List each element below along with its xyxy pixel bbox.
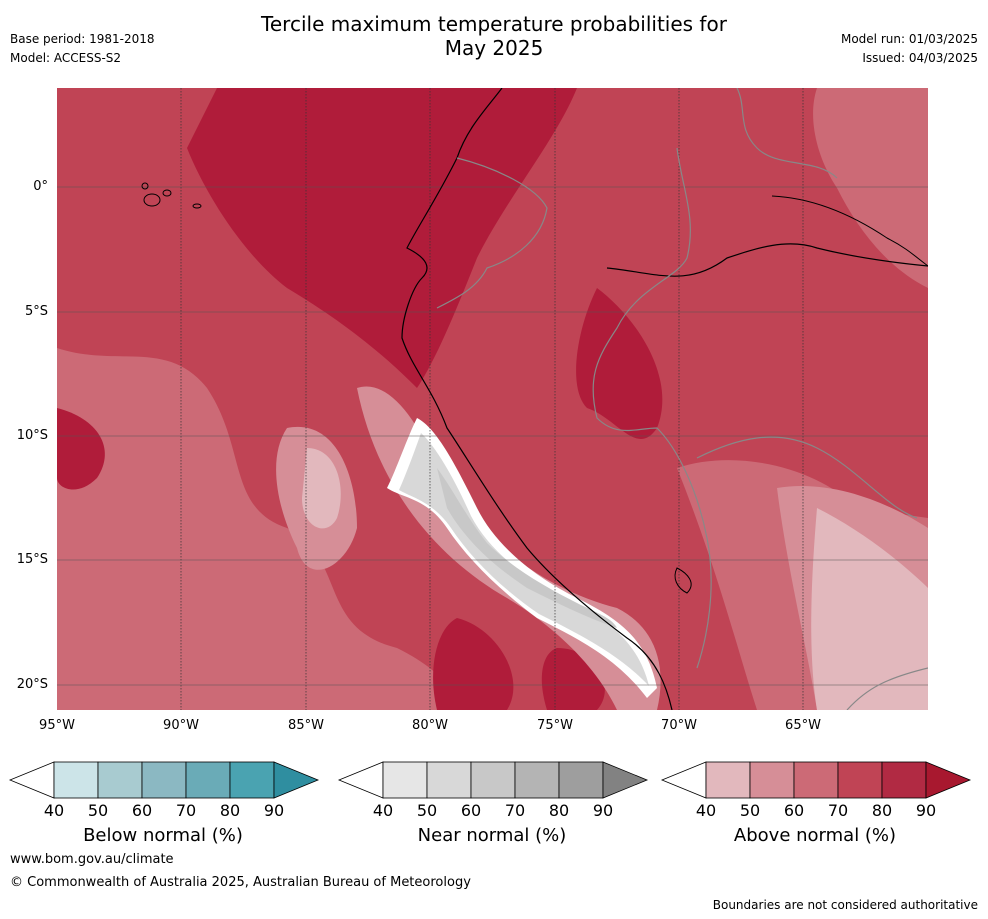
river-north bbox=[771, 195, 928, 267]
colorbar-segment bbox=[793, 761, 839, 799]
colorbar-tick-label: 80 bbox=[871, 801, 893, 820]
colorbar-tick-label: 80 bbox=[548, 801, 570, 820]
colorbar-below-normal bbox=[8, 761, 320, 799]
colorbar-tick-label: 40 bbox=[43, 801, 65, 820]
colorbar-tick-label: 60 bbox=[460, 801, 482, 820]
meta-right: Model run: 01/03/2025 Issued: 04/03/2025 bbox=[841, 30, 978, 68]
colorbar-segment bbox=[53, 761, 99, 799]
colorbar-tick-label: 50 bbox=[416, 801, 438, 820]
coastline bbox=[401, 88, 673, 710]
colorbar-segment bbox=[185, 761, 231, 799]
colorbar-left-arrow bbox=[8, 761, 55, 799]
zone-90-south bbox=[433, 618, 514, 710]
model-run-text: Model run: 01/03/2025 bbox=[840, 32, 978, 46]
lon-tick-80w: 80°W bbox=[412, 718, 448, 733]
border-4 bbox=[696, 436, 918, 519]
model-text: Model: ACCESS-S2 bbox=[10, 51, 122, 65]
colorbar-segment bbox=[426, 761, 472, 799]
colorbar-right-arrow bbox=[602, 761, 649, 799]
colorbars-svg bbox=[8, 761, 972, 799]
colorbar-tick-label: 80 bbox=[219, 801, 241, 820]
colorbar-segment bbox=[382, 761, 428, 799]
lon-tick-70w: 70°W bbox=[661, 718, 697, 733]
zone-90-amazon bbox=[576, 288, 663, 439]
colorbar-left-arrow bbox=[337, 761, 384, 799]
zone-70-west bbox=[57, 348, 477, 710]
colorbar-labels: 40 50 60 70 80 90 40 50 60 70 80 90 40 50 60 70 80 90 bbox=[0, 801, 988, 821]
lon-tick-85w: 85°W bbox=[288, 718, 324, 733]
colorbar-tick-label: 70 bbox=[827, 801, 849, 820]
colorbar-tick-label: 40 bbox=[695, 801, 717, 820]
colorbar-segment bbox=[229, 761, 275, 799]
probability-map[interactable] bbox=[57, 88, 928, 710]
colorbar-tick-label: 60 bbox=[783, 801, 805, 820]
lon-tick-90w: 90°W bbox=[163, 718, 199, 733]
below-normal-title: Below normal (%) bbox=[83, 825, 243, 846]
colorbar-segment bbox=[881, 761, 927, 799]
border-3 bbox=[736, 88, 838, 179]
colorbar-segment bbox=[558, 761, 604, 799]
issued-text: Issued: 04/03/2025 bbox=[862, 51, 978, 65]
lat-tick-0: 0° bbox=[33, 179, 48, 194]
colorbar-segment bbox=[97, 761, 143, 799]
river bbox=[606, 243, 928, 277]
border-1 bbox=[436, 157, 548, 309]
zone-50-southeast bbox=[811, 508, 928, 710]
title-line-2: May 2025 bbox=[444, 36, 544, 60]
zone-90-west-blob bbox=[57, 408, 105, 490]
border-5 bbox=[846, 667, 928, 710]
zone-70-northeast bbox=[813, 88, 928, 288]
colorbar-left-arrow bbox=[660, 761, 707, 799]
near-normal-title: Near normal (%) bbox=[417, 825, 567, 846]
lon-tick-65w: 65°W bbox=[785, 718, 821, 733]
title-line-1: Tercile maximum temperature probabilitie… bbox=[261, 12, 727, 36]
lake-titicaca bbox=[674, 567, 692, 594]
zone-near-normal-50 bbox=[399, 433, 649, 686]
map-svg bbox=[57, 88, 928, 710]
lat-lines bbox=[57, 186, 928, 686]
colorbar-tick-label: 50 bbox=[87, 801, 109, 820]
zone-50-ocean-patch bbox=[302, 448, 341, 529]
chart-title: Tercile maximum temperature probabilitie… bbox=[0, 12, 988, 60]
lat-tick-5s: 5°S bbox=[24, 304, 48, 319]
lat-tick-15s: 15°S bbox=[16, 552, 48, 567]
colorbar-tick-label: 90 bbox=[263, 801, 285, 820]
colorbar-above-normal bbox=[660, 761, 972, 799]
meta-left: Base period: 1981-2018 Model: ACCESS-S2 bbox=[10, 30, 155, 68]
colorbar-segment bbox=[470, 761, 516, 799]
colorbar-segment bbox=[514, 761, 560, 799]
zone-90-north bbox=[187, 88, 577, 388]
lat-tick-10s: 10°S bbox=[16, 428, 48, 443]
footer-url[interactable]: www.bom.gov.au/climate bbox=[10, 852, 174, 867]
colorbar-tick-label: 50 bbox=[739, 801, 761, 820]
colorbar-tick-label: 90 bbox=[915, 801, 937, 820]
colorbar-right-arrow bbox=[925, 761, 972, 799]
galapagos-islands bbox=[141, 182, 202, 209]
lon-tick-75w: 75°W bbox=[537, 718, 573, 733]
colorbar-segment bbox=[141, 761, 187, 799]
colorbar-tick-label: 70 bbox=[504, 801, 526, 820]
colorbar-tick-label: 70 bbox=[175, 801, 197, 820]
colorbar-right-arrow bbox=[273, 761, 320, 799]
base-period-text: Base period: 1981-2018 bbox=[10, 32, 155, 46]
colorbar-tick-label: 90 bbox=[592, 801, 614, 820]
lat-tick-20s: 20°S bbox=[16, 677, 48, 692]
colorbar-segment bbox=[749, 761, 795, 799]
colorbar-near-normal bbox=[337, 761, 649, 799]
above-normal-title: Above normal (%) bbox=[733, 825, 897, 846]
colorbar-tick-label: 60 bbox=[131, 801, 153, 820]
border-2 bbox=[592, 147, 712, 669]
footer-copyright: © Commonwealth of Australia 2025, Austra… bbox=[10, 875, 471, 890]
colorbar-tick-label: 40 bbox=[372, 801, 394, 820]
colorbar-segment bbox=[837, 761, 883, 799]
colorbar-segment bbox=[705, 761, 751, 799]
lon-tick-95w: 95°W bbox=[39, 718, 75, 733]
footer-disclaimer: Boundaries are not considered authoritat… bbox=[712, 898, 978, 912]
